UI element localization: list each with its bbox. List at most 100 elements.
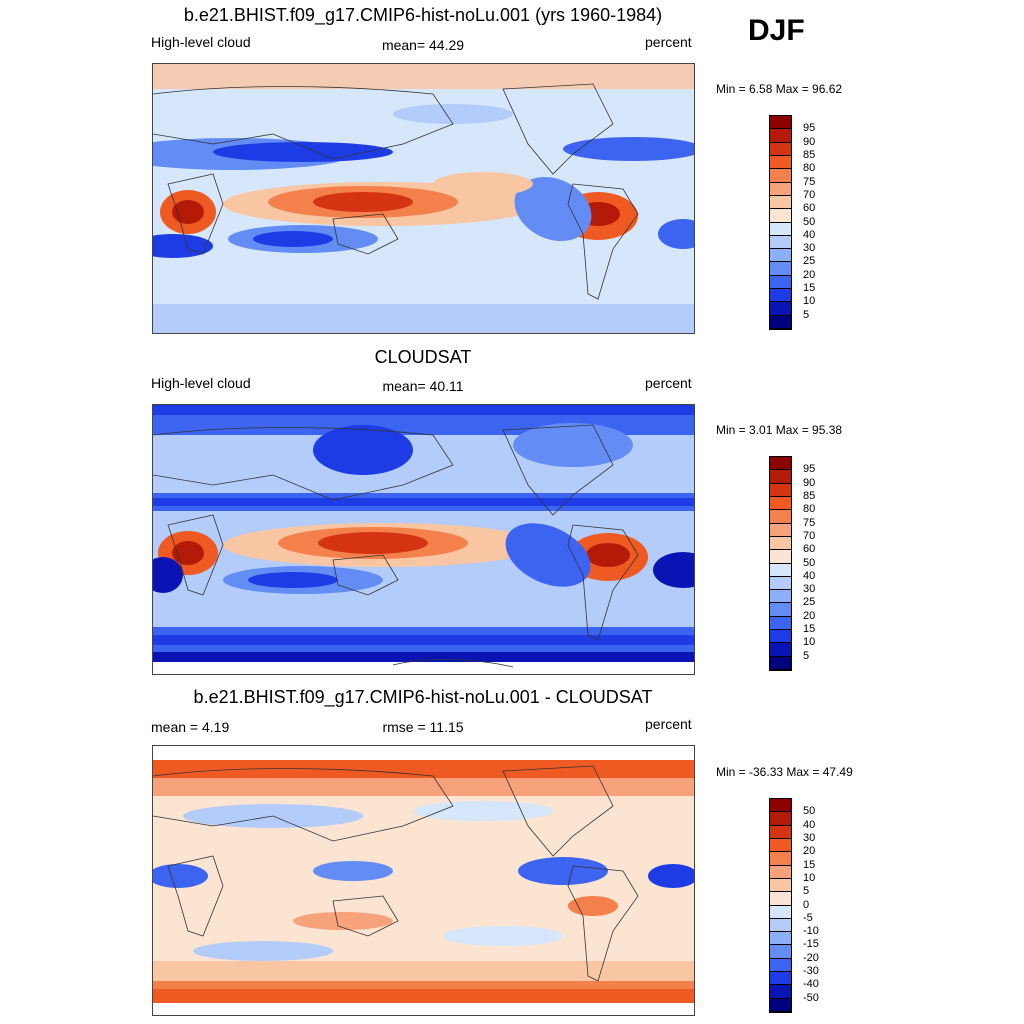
panel1-title: b.e21.BHIST.f09_g17.CMIP6-hist-noLu.001 … (183, 5, 663, 25)
panel3-rmse-label: rmse = 11.15 (382, 719, 464, 735)
colorbar-tick-label: 95 (803, 122, 816, 135)
colorbar-tick-label: 70 (803, 188, 816, 201)
panel1-map (152, 63, 695, 334)
colorbar-swatch (770, 457, 791, 471)
colorbar-tick-label: 50 (803, 805, 816, 818)
colorbar-swatch (770, 865, 791, 879)
colorbar-tick-label: 15 (803, 858, 816, 871)
colorbar-swatch (770, 603, 791, 617)
colorbar-tick-label: 0 (803, 898, 810, 911)
panel1-minmax: Min = 6.58 Max = 96.62 (716, 82, 843, 96)
colorbar-swatch (770, 262, 791, 276)
panel3-title: b.e21.BHIST.f09_g17.CMIP6-hist-noLu.001 … (193, 687, 653, 707)
colorbar-swatch (770, 523, 791, 537)
colorbar-swatch (770, 116, 791, 130)
colorbar-swatch (770, 275, 791, 290)
colorbar-swatch (770, 838, 791, 853)
colorbar-tick-label: 10 (803, 871, 816, 884)
colorbar-tick-label: 20 (803, 609, 816, 622)
colorbar-tick-label: 15 (803, 282, 816, 295)
colorbar-swatch (770, 985, 791, 999)
colorbar-swatch (770, 905, 791, 919)
panel2-title: CLOUDSAT (374, 347, 472, 367)
colorbar-tick-label: 5 (803, 649, 810, 662)
panel2-map (152, 404, 695, 675)
colorbar-tick-label: 60 (803, 202, 816, 215)
colorbar-swatch (770, 315, 791, 329)
panel3-colorbar (769, 798, 792, 1013)
colorbar-tick-label: -40 (803, 978, 819, 991)
colorbar-tick-label: 75 (803, 516, 816, 529)
colorbar-swatch (770, 496, 791, 511)
colorbar-swatch (770, 932, 791, 946)
colorbar-tick-label: 30 (803, 831, 816, 844)
panel1-units-label: percent (645, 34, 692, 50)
colorbar-tick-label: 25 (803, 255, 816, 268)
colorbar-swatch (770, 998, 791, 1012)
colorbar-swatch (770, 590, 791, 604)
colorbar-swatch (770, 852, 791, 866)
colorbar-swatch (770, 630, 791, 644)
colorbar-tick-label: 10 (803, 295, 816, 308)
colorbar-swatch (770, 945, 791, 959)
colorbar-swatch (770, 972, 791, 986)
colorbar-tick-label: 5 (803, 885, 810, 898)
colorbar-tick-label: 60 (803, 543, 816, 556)
colorbar-tick-label: 75 (803, 175, 816, 188)
colorbar-tick-label: -50 (803, 991, 819, 1004)
colorbar-swatch (770, 182, 791, 196)
colorbar-swatch (770, 483, 791, 497)
colorbar-swatch (770, 892, 791, 906)
colorbar-tick-label: 50 (803, 556, 816, 569)
panel2-variable-label: High-level cloud (151, 375, 251, 391)
panel3-mean-label: mean = 4.19 (151, 719, 230, 735)
colorbar-tick-label: 20 (803, 268, 816, 281)
panel2-minmax: Min = 3.01 Max = 95.38 (716, 423, 843, 437)
colorbar-swatch (770, 510, 791, 524)
colorbar-swatch (770, 195, 791, 210)
colorbar-tick-label: -5 (803, 911, 813, 924)
colorbar-swatch (770, 616, 791, 631)
colorbar-swatch (770, 142, 791, 156)
colorbar-swatch (770, 576, 791, 591)
panel1-mean-label: mean= 44.29 (381, 37, 465, 53)
colorbar-tick-label: -15 (803, 938, 819, 951)
panel3-minmax: Min = -36.33 Max = 47.49 (716, 765, 853, 779)
colorbar-swatch (770, 302, 791, 316)
colorbar-tick-label: 30 (803, 583, 816, 596)
colorbar-swatch (770, 235, 791, 250)
colorbar-tick-label: 40 (803, 818, 816, 831)
colorbar-swatch (770, 799, 791, 813)
panel3-units-label: percent (645, 716, 692, 732)
colorbar-tick-label: 80 (803, 162, 816, 175)
colorbar-swatch (770, 536, 791, 551)
colorbar-swatch (770, 825, 791, 839)
panel3-map (152, 745, 695, 1016)
colorbar-tick-label: 90 (803, 135, 816, 148)
panel2-mean-label: mean= 40.11 (382, 378, 464, 394)
panel1-colorbar (769, 115, 792, 330)
colorbar-tick-label: 40 (803, 569, 816, 582)
colorbar-tick-label: 95 (803, 463, 816, 476)
colorbar-tick-label: 85 (803, 148, 816, 161)
colorbar-swatch (770, 878, 791, 893)
colorbar-swatch (770, 550, 791, 564)
colorbar-swatch (770, 563, 791, 577)
colorbar-swatch (770, 656, 791, 670)
colorbar-swatch (770, 643, 791, 657)
colorbar-tick-label: 20 (803, 845, 816, 858)
colorbar-swatch (770, 209, 791, 223)
season-label: DJF (748, 14, 805, 47)
colorbar-swatch (770, 129, 791, 143)
colorbar-swatch (770, 958, 791, 973)
panel2-colorbar (769, 456, 792, 671)
colorbar-swatch (770, 289, 791, 303)
colorbar-tick-label: 40 (803, 228, 816, 241)
colorbar-swatch (770, 812, 791, 826)
colorbar-tick-label: -20 (803, 951, 819, 964)
colorbar-tick-label: 10 (803, 636, 816, 649)
colorbar-tick-label: 50 (803, 215, 816, 228)
colorbar-swatch (770, 918, 791, 933)
panel1-variable-label: High-level cloud (151, 34, 251, 50)
colorbar-tick-label: 25 (803, 596, 816, 609)
